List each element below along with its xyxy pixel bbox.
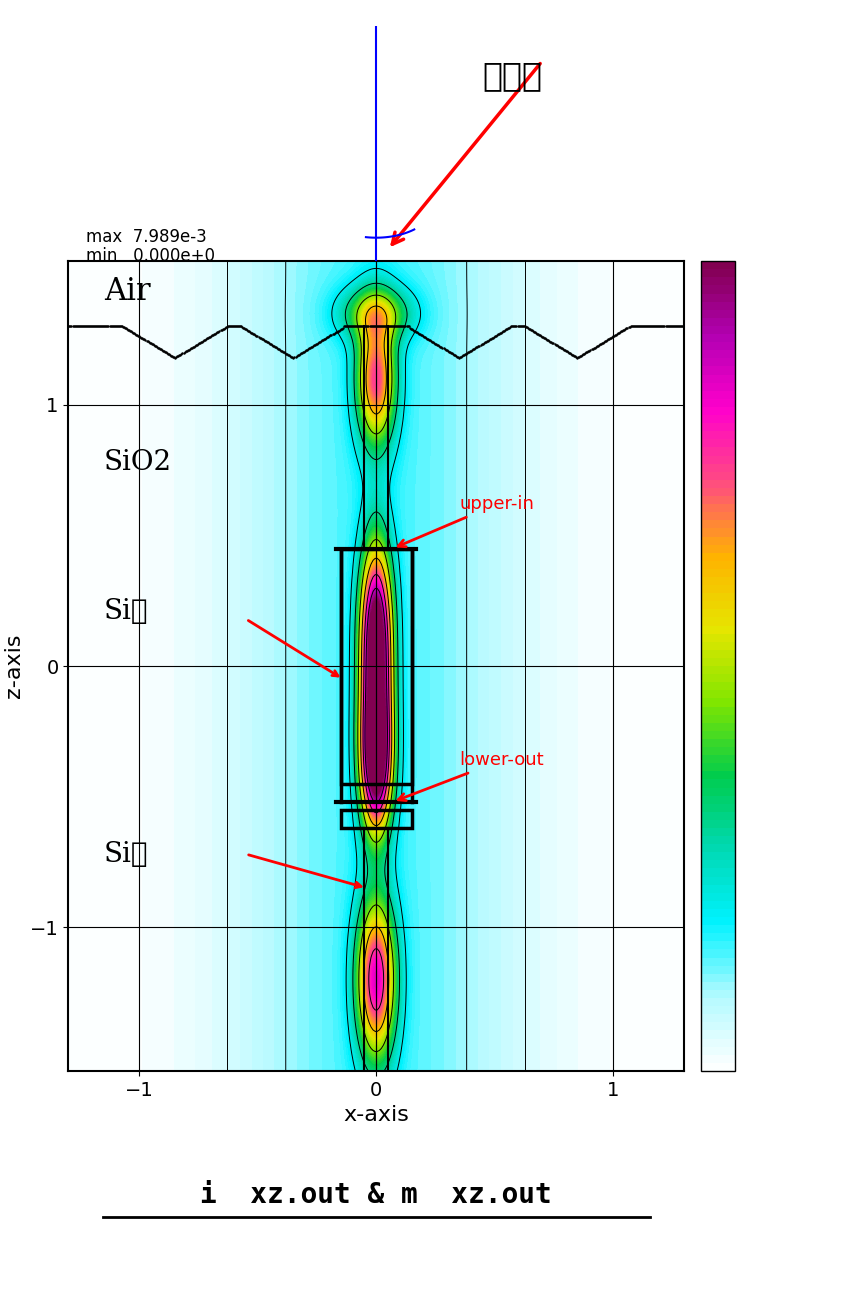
Text: max  7.989e-3: max 7.989e-3	[86, 227, 206, 246]
Y-axis label: z-axis: z-axis	[4, 633, 25, 699]
Text: upper-in: upper-in	[398, 495, 534, 547]
Text: 入射角: 入射角	[483, 59, 543, 91]
X-axis label: x-axis: x-axis	[343, 1105, 410, 1126]
Text: Si上: Si上	[104, 598, 149, 626]
Text: Air: Air	[104, 277, 150, 307]
Text: Si下: Si下	[104, 841, 149, 868]
Text: i  xz.out & m  xz.out: i xz.out & m xz.out	[200, 1181, 552, 1209]
Text: SiO2: SiO2	[104, 449, 172, 477]
Bar	[340, 810, 412, 828]
Text: min   0.000e+0: min 0.000e+0	[86, 247, 215, 265]
Text: lower-out: lower-out	[398, 751, 544, 801]
